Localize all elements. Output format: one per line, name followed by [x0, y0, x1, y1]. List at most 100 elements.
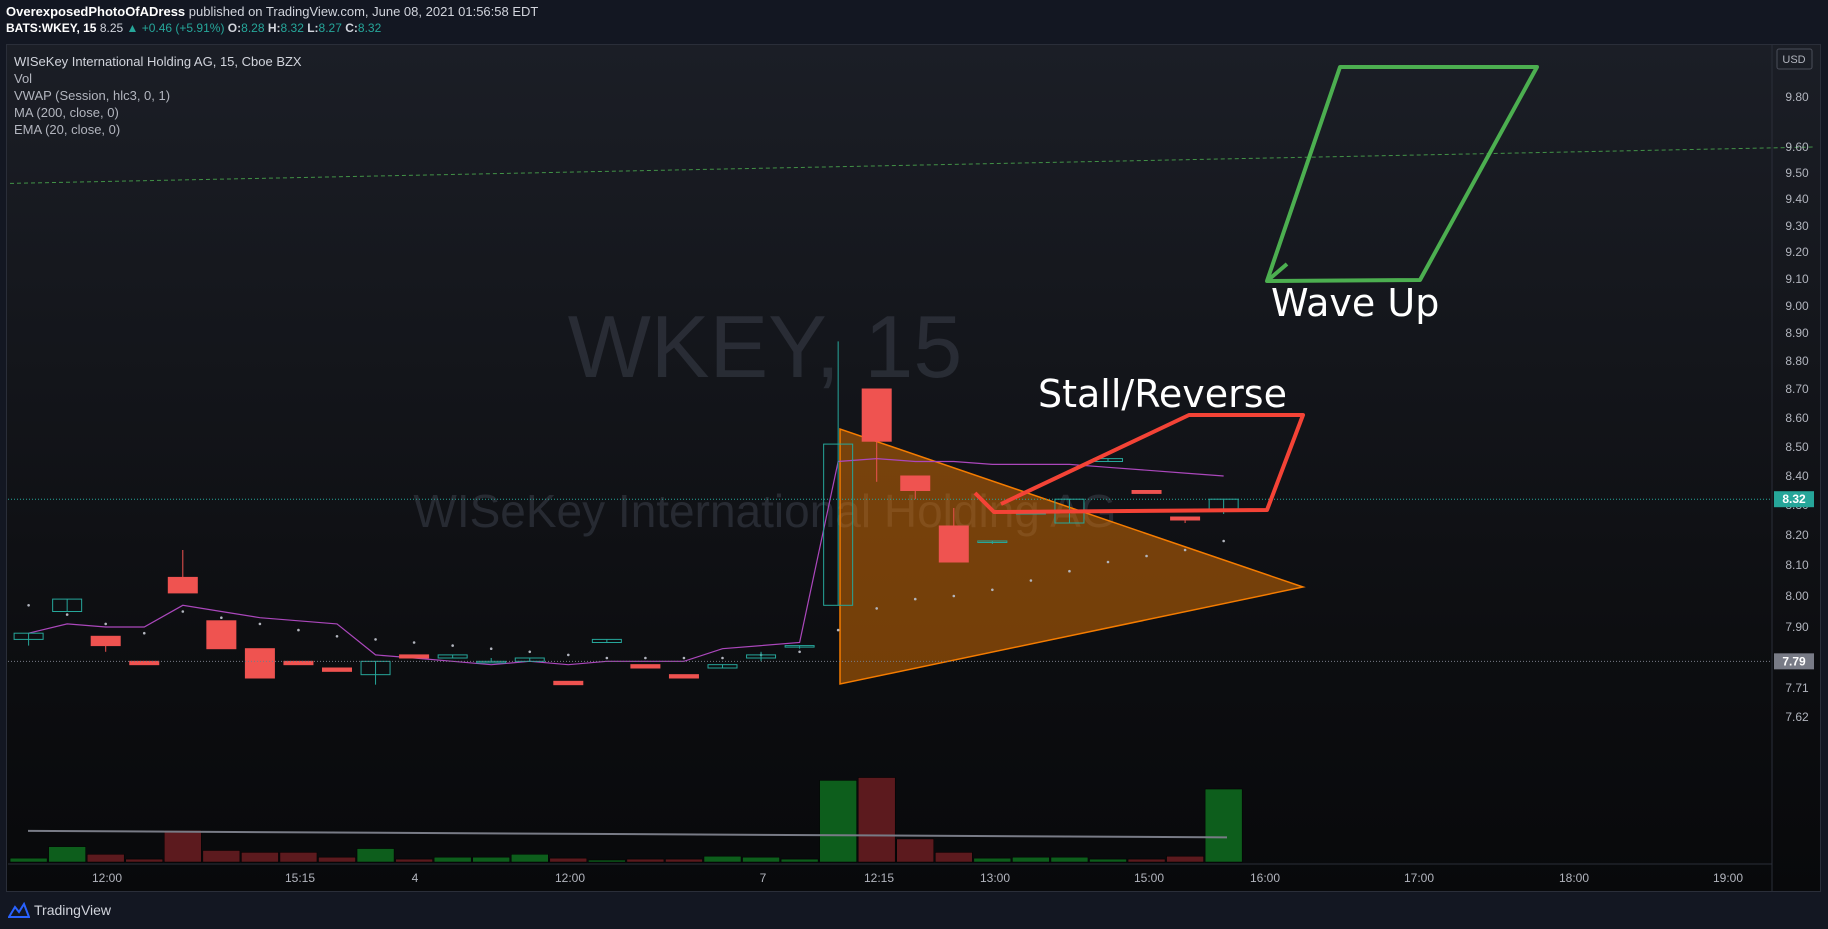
candle-body [514, 657, 545, 662]
ema-dot [489, 647, 493, 650]
candle-body [283, 660, 314, 666]
candle-body [437, 654, 468, 659]
y-tick-label: 8.50 [1785, 440, 1809, 454]
ema-dot [682, 656, 686, 660]
volume-bar [1127, 858, 1166, 863]
y-tick-label: 8.60 [1785, 411, 1809, 425]
ema-dot [913, 597, 917, 601]
ema-dot [412, 641, 416, 644]
candle-body [784, 645, 815, 648]
candle-body [244, 648, 275, 679]
legend-item-ema[interactable]: EMA (20, close, 0) [14, 122, 121, 137]
candle-body [553, 680, 584, 686]
y-tick-label: 9.40 [1785, 192, 1809, 206]
high-label: H: [267, 21, 281, 35]
x-tick-label: 12:00 [92, 871, 122, 885]
volume-bar [202, 850, 241, 863]
volume-bar [549, 857, 588, 863]
ema-dot [721, 656, 724, 660]
candle-body [399, 654, 430, 659]
y-tick-label: 7.90 [1785, 620, 1809, 634]
ema-dot [220, 616, 223, 619]
y-tick-label: 9.00 [1785, 299, 1809, 313]
trendline [9, 146, 1816, 184]
open-value: 8.28 [241, 21, 265, 35]
y-tick-label: 9.30 [1785, 219, 1809, 233]
ema-dot [1068, 569, 1071, 573]
price-change: ▲ +0.46 (+5.91%) [126, 21, 225, 35]
ema-dot [1029, 579, 1033, 582]
volume-bar [935, 852, 973, 863]
ema-dot [451, 644, 454, 647]
publication-line: OverexposedPhotoOfADress published on Tr… [6, 4, 538, 19]
ema-dot [1145, 554, 1148, 558]
x-tick-label: 15:15 [285, 871, 315, 885]
y-tick-label: 9.50 [1785, 166, 1809, 180]
volume-bar [356, 848, 395, 863]
annotation-stall-reverse: Stall/Reverse [1038, 372, 1287, 416]
ema-dot [991, 588, 994, 592]
candle-body [900, 475, 931, 491]
watermark-symbol: WKEY, 15 [568, 297, 963, 396]
ema-dot [1222, 539, 1225, 543]
legend-item-vol[interactable]: Vol [14, 71, 33, 86]
candle-body [90, 635, 121, 647]
volume-bar [164, 830, 202, 863]
volume-bar [433, 856, 472, 863]
tradingview-brand[interactable]: TradingView [34, 902, 112, 918]
volume-bar [742, 856, 780, 863]
ema-dot [952, 594, 956, 598]
ema-dot [258, 622, 262, 626]
y-tick-label: 8.90 [1785, 326, 1809, 340]
ema-dot [181, 610, 185, 613]
y-tick-label: 8.00 [1785, 589, 1809, 603]
x-tick-label: 13:00 [980, 871, 1010, 885]
x-tick-label: 12:00 [555, 871, 585, 885]
ema-dot [875, 607, 878, 610]
legend-title: WISeKey International Holding AG, 15, Cb… [14, 54, 302, 69]
candle-body [707, 664, 738, 669]
volume-bar [626, 858, 665, 863]
candle-body [977, 540, 1008, 543]
candle-body [591, 638, 622, 644]
candle-body [360, 660, 391, 676]
volume-bar [241, 852, 279, 863]
y-tick-label: 9.10 [1785, 272, 1809, 286]
legend-item-vwap[interactable]: VWAP (Session, hlc3, 0, 1) [14, 88, 171, 103]
volume-bar [318, 856, 356, 863]
author-name[interactable]: OverexposedPhotoOfADress [6, 4, 186, 19]
ema-dot [798, 650, 801, 654]
x-tick-label: 19:00 [1713, 871, 1743, 885]
close-value: 8.32 [357, 21, 382, 35]
low-value: 8.27 [318, 21, 342, 35]
ema-dot [836, 628, 840, 632]
volume-bar [1204, 788, 1243, 863]
open-label: O: [227, 21, 242, 35]
volume-bar [86, 854, 125, 863]
volume-bar [511, 854, 549, 863]
ema-dot [27, 604, 30, 607]
x-tick-label: 18:00 [1559, 871, 1589, 885]
candle-body [938, 525, 969, 563]
ema-dot [528, 650, 532, 654]
y-tick-label: 8.70 [1785, 382, 1809, 396]
x-tick-label: 4 [412, 871, 419, 885]
y-tick-label: 9.80 [1785, 90, 1809, 104]
candle-body [206, 620, 237, 650]
chart-area[interactable] [6, 44, 1821, 892]
annotation-wave-up: Wave Up [1271, 281, 1439, 325]
chart-legend: WISeKey International Holding AG, 15, Cb… [14, 53, 302, 138]
ema-dot [567, 653, 570, 657]
legend-item-ma[interactable]: MA (200, close, 0) [14, 105, 119, 120]
volume-bar [780, 858, 819, 863]
y-tick-label: 9.20 [1785, 245, 1809, 259]
volume-bar [1089, 858, 1127, 863]
volume-bar [819, 780, 857, 863]
volume-bar [395, 858, 433, 863]
ema-dot [104, 622, 107, 626]
ema-dot [297, 628, 300, 632]
ema-dot [605, 656, 609, 660]
candle-body [630, 664, 661, 669]
prev-price-badge [1774, 653, 1814, 670]
